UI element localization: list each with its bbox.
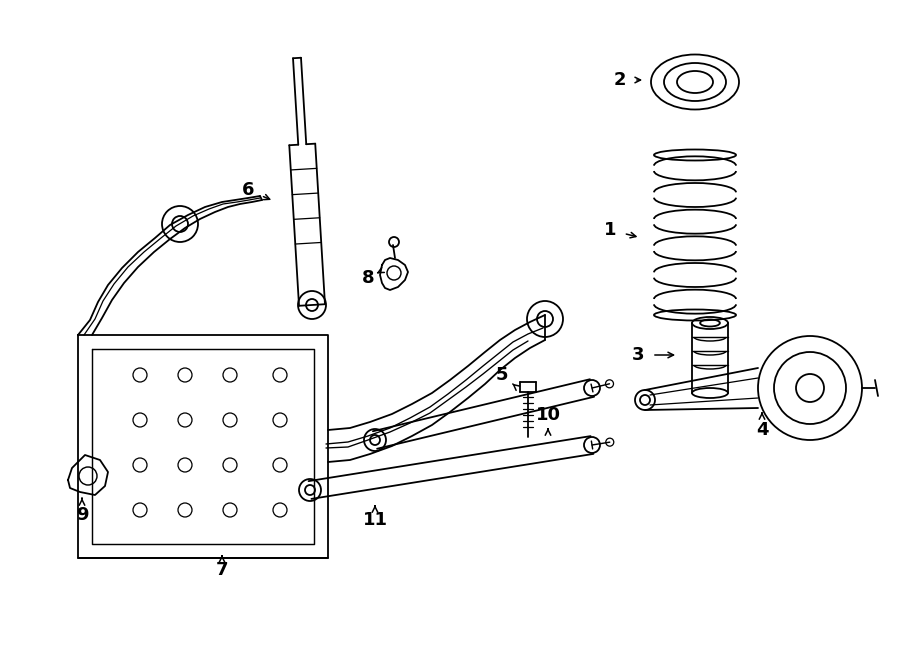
Text: 10: 10 [536, 406, 561, 424]
Text: 1: 1 [604, 221, 617, 239]
Text: 11: 11 [363, 511, 388, 529]
Text: 8: 8 [362, 269, 374, 287]
Text: 6: 6 [242, 181, 254, 199]
Text: 5: 5 [496, 366, 508, 384]
Text: 9: 9 [76, 506, 88, 524]
Text: 2: 2 [614, 71, 626, 89]
Text: 7: 7 [216, 561, 229, 579]
Text: 3: 3 [632, 346, 644, 364]
Text: 4: 4 [756, 421, 769, 439]
